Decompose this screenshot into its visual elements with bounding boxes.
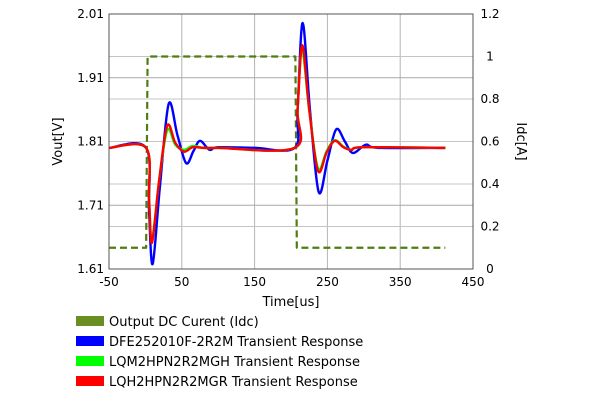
- y2-tick-label: 0: [486, 262, 494, 276]
- legend-label: LQM2HPN2R2MGH Transient Response: [109, 355, 360, 370]
- legend-label: DFE252010F-2R2M Transient Response: [109, 335, 363, 350]
- y2-tick-label: 0.8: [480, 92, 499, 106]
- series-line-3: [108, 44, 446, 245]
- y2-tick-label: 0.2: [480, 220, 499, 234]
- y-tick-label: 1.61: [77, 262, 104, 276]
- y-tick-label: 2.01: [77, 7, 104, 21]
- series-layer: [108, 21, 446, 266]
- x-tick-label: 50: [174, 275, 189, 289]
- x-tick-label: 350: [389, 275, 412, 289]
- legend-label: Output DC Curent (Idc): [109, 315, 259, 330]
- y-tick-label: 1.81: [77, 135, 104, 149]
- x-axis-label: Time[us]: [262, 295, 320, 310]
- x-tick-label: 150: [243, 275, 266, 289]
- y2-tick-label: 0.4: [480, 177, 499, 191]
- x-tick-label: 250: [316, 275, 339, 289]
- y-tick-label: 1.91: [77, 71, 104, 85]
- legend-label: LQH2HPN2R2MGR Transient Response: [109, 375, 358, 390]
- legend: Output DC Curent (Idc) DFE252010F-2R2M Tr…: [76, 315, 363, 390]
- y2-axis-label: Idc[A]: [513, 122, 528, 160]
- legend-swatch: [76, 336, 104, 346]
- legend-swatch: [76, 316, 104, 326]
- x-tick-label: 450: [462, 275, 485, 289]
- plot-frame: [108, 13, 474, 270]
- series-line-1: [108, 21, 446, 266]
- y-axis-label: Vout[V]: [51, 117, 66, 165]
- y2-tick-label: 1.2: [480, 7, 499, 21]
- legend-swatch: [76, 356, 104, 366]
- y2-tick-label: 1: [486, 50, 494, 64]
- legend-swatch: [76, 376, 104, 386]
- y2-tick-label: 0.6: [480, 135, 499, 149]
- y-tick-label: 1.71: [77, 198, 104, 212]
- series-line-0: [109, 55, 446, 249]
- x-tick-label: -50: [99, 275, 119, 289]
- tick-labels: -50 50 150 250 350 450 1.61 1.71 1.81 1.91 2.01 0 0.…: [77, 7, 499, 289]
